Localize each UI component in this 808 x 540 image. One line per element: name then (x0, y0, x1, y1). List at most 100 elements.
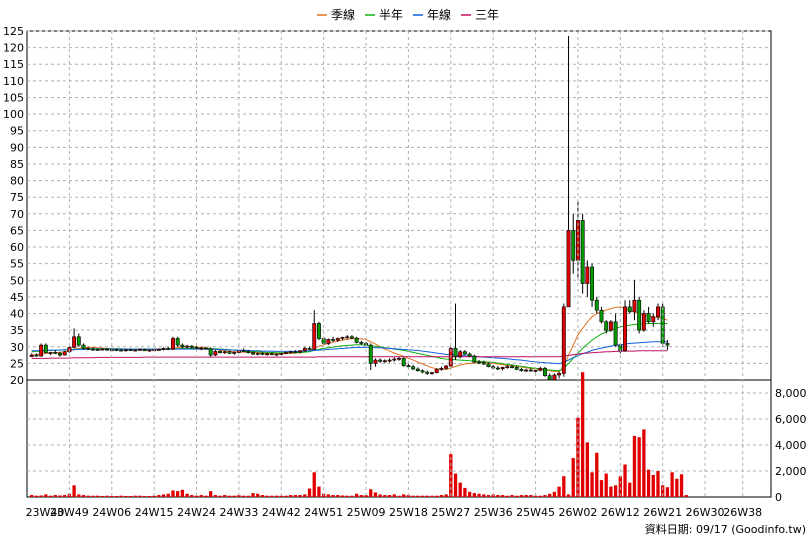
x-tick-label: 24W15 (135, 506, 174, 519)
candle (604, 320, 609, 334)
x-tick-label: 23W40 (26, 506, 65, 519)
candle (340, 336, 345, 341)
x-tick-label: 25W18 (389, 506, 428, 519)
candle-body (349, 336, 354, 339)
legend-label: 年線 (427, 7, 451, 22)
candle-body (585, 266, 590, 284)
candle-body (444, 365, 449, 369)
volume-bar (604, 473, 608, 497)
legend-label: 半年 (379, 8, 403, 22)
candle-body (34, 354, 39, 357)
candle (486, 362, 491, 368)
candle-body (255, 353, 260, 355)
candle (462, 350, 467, 356)
candle (241, 348, 246, 353)
volume-bar (486, 495, 491, 497)
candle (284, 351, 288, 355)
volume-bar (350, 495, 354, 497)
candle-body (312, 323, 317, 350)
candle (180, 343, 185, 349)
candle-body (90, 348, 95, 351)
candle (105, 348, 109, 351)
volume-bar (425, 495, 429, 497)
x-tick-label: 25W36 (474, 506, 513, 519)
volume-bar (81, 495, 86, 497)
candle (458, 350, 463, 359)
x-tick-label: 26W38 (723, 506, 762, 519)
candle-body (105, 348, 109, 351)
volume-bar (293, 495, 298, 497)
candle-body (571, 230, 576, 261)
candle-body (175, 338, 180, 346)
volume-bar (185, 493, 189, 497)
volume-tick-label: 4,000 (775, 439, 807, 452)
candle (317, 321, 321, 341)
legend-label: 三年 (475, 8, 499, 22)
volume-bar (58, 495, 62, 497)
volume-bar (119, 495, 123, 497)
volume-bar (533, 495, 538, 497)
candle-body (72, 336, 77, 348)
candle-body (288, 351, 293, 354)
volume-bar (194, 495, 199, 497)
candle (34, 353, 39, 357)
candle (500, 366, 505, 371)
candle-body (317, 323, 321, 339)
candle (274, 353, 279, 357)
volume-bar (562, 476, 566, 497)
candle (194, 346, 199, 350)
price-tick-label: 85 (10, 158, 24, 171)
candle (53, 350, 58, 355)
candle-body (142, 349, 147, 352)
candle (651, 313, 656, 327)
candle-body (627, 306, 632, 313)
candle (147, 349, 152, 352)
candle-body (293, 351, 298, 354)
candle-body (510, 366, 514, 369)
x-tick-label: 26W12 (601, 506, 640, 519)
volume-bar (595, 452, 599, 497)
volume-bar (317, 486, 321, 497)
price-tick-label: 25 (10, 357, 24, 370)
volume-bar (326, 494, 331, 497)
volume-bar (543, 495, 547, 497)
candle (646, 306, 651, 324)
candle (279, 352, 284, 356)
x-tick-label: 23W49 (50, 506, 89, 519)
candle-body (557, 373, 562, 376)
candle (656, 303, 660, 321)
candle (312, 310, 317, 351)
candle (495, 366, 500, 371)
candle (641, 310, 646, 332)
volume-bar (241, 495, 246, 497)
candle (185, 344, 190, 349)
candle-body (194, 347, 199, 349)
candle-body (95, 349, 100, 351)
candle (444, 365, 449, 370)
candle-body (566, 230, 571, 308)
candle (246, 350, 251, 354)
volume-bar (373, 492, 378, 497)
candle-body (538, 368, 543, 371)
volume-bar (128, 495, 133, 497)
candle (632, 280, 637, 321)
candle (335, 337, 340, 342)
candle-body (133, 349, 138, 352)
candle-body (58, 353, 62, 356)
candle-body (251, 352, 255, 355)
volume-tick-label: 8,000 (775, 387, 807, 400)
volume-bar (251, 493, 255, 497)
candle-body (528, 369, 533, 372)
volume-bar (284, 495, 288, 497)
volume-bar (416, 495, 420, 497)
volume-bar (331, 495, 335, 497)
candle-body (505, 366, 510, 369)
volume-bar (519, 495, 524, 497)
x-tick-label: 24W42 (262, 506, 301, 519)
volume-bar (430, 495, 434, 497)
candle-body (246, 351, 251, 354)
candle-body (189, 345, 194, 348)
candle (288, 350, 293, 354)
price-tick-label: 30 (10, 341, 24, 354)
volume-bar (435, 495, 439, 497)
